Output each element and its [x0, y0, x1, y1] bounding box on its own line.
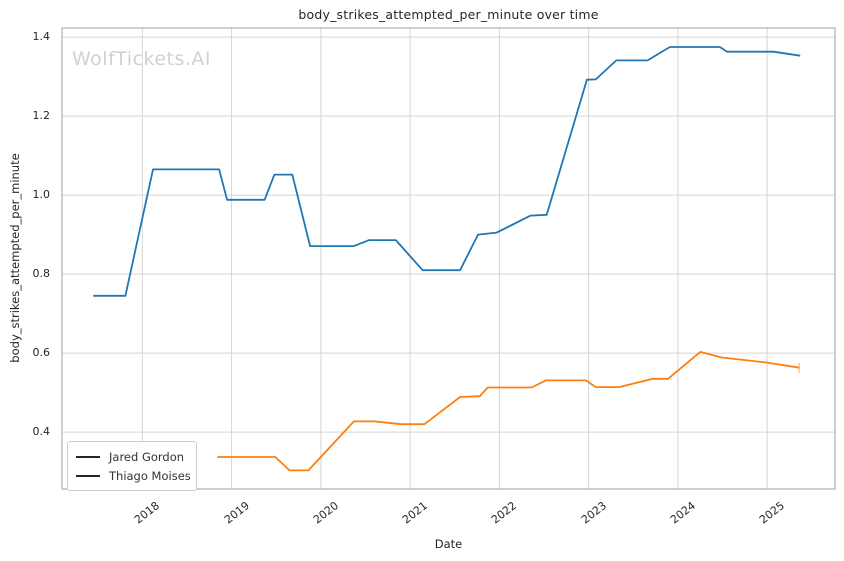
y-axis-label: body_strikes_attempted_per_minute — [8, 153, 22, 363]
legend-label: Thiago Moises — [109, 468, 191, 483]
series-line-thiago-moises — [217, 350, 800, 472]
y-tick-label: 0.8 — [32, 267, 51, 281]
x-axis-label: Date — [434, 537, 463, 551]
y-tick-label: 0.4 — [32, 425, 51, 439]
legend-label: Jared Gordon — [109, 449, 185, 464]
legend: Jared Gordon Thiago Moises — [67, 441, 197, 491]
chart-title: body_strikes_attempted_per_minute over t… — [298, 7, 599, 22]
y-tick-label: 0.6 — [32, 346, 51, 360]
plot-border — [61, 27, 836, 490]
legend-item-jared-gordon: Jared Gordon — [76, 447, 188, 466]
y-tick-label: 1.4 — [32, 30, 51, 44]
y-tick-label: 1.2 — [32, 109, 51, 123]
watermark: WolfTickets.AI — [72, 48, 212, 70]
legend-line-swatch-orange — [76, 474, 100, 477]
legend-item-thiago-moises: Thiago Moises — [76, 466, 191, 485]
series-line-jared-gordon — [93, 46, 801, 297]
legend-line-swatch-blue — [76, 455, 100, 458]
y-tick-label: 1.0 — [32, 188, 51, 202]
